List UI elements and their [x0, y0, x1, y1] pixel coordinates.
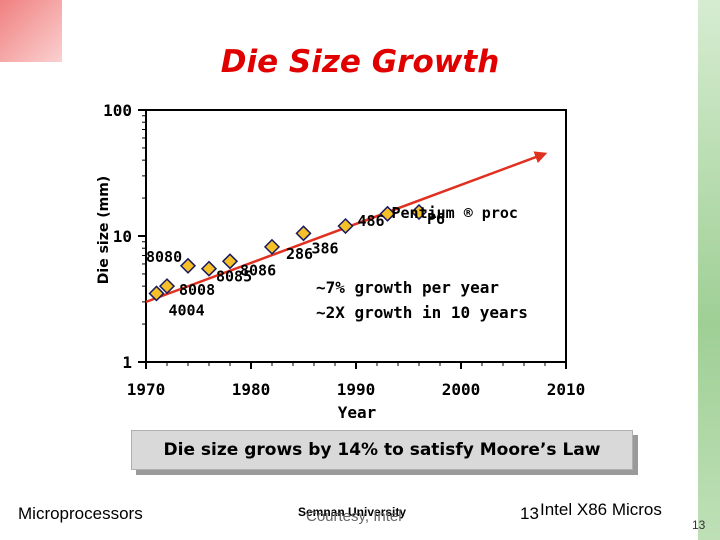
point-label: 386: [312, 239, 339, 257]
data-point: [379, 205, 396, 222]
x-tick-label: 1980: [232, 380, 271, 399]
page-number: 13: [692, 518, 706, 532]
y-tick-label: 100: [103, 101, 132, 120]
point-label: 8086: [240, 261, 276, 279]
point-label: 8085: [216, 268, 252, 286]
x-tick-label: 2000: [442, 380, 481, 399]
data-point: [263, 238, 281, 255]
y-axis-label: Die size (mm): [96, 176, 112, 284]
footer-topic: Intel X86 Micros: [540, 500, 662, 519]
annotation-doubling: ~2X growth in 10 years: [316, 303, 528, 322]
data-point: [295, 225, 312, 242]
annotation-growth-rate: ~7% growth per year: [316, 278, 499, 297]
point-label: P6: [427, 210, 445, 228]
x-tick-label: 2010: [547, 380, 586, 399]
slide-title: Die Size Growth: [220, 44, 500, 80]
data-point: [158, 278, 176, 295]
x-tick-label: 1970: [127, 380, 166, 399]
corner-decoration: [0, 0, 62, 62]
point-label: 8008: [179, 281, 215, 299]
point-label: 8080: [146, 248, 182, 266]
footer-slide-number: 13: [520, 504, 539, 523]
footer-university: Semnan University: [298, 505, 407, 519]
data-point: [179, 257, 197, 274]
chart-axes: [138, 109, 567, 369]
side-decoration-bar: [698, 0, 720, 540]
point-label: 286: [286, 245, 313, 263]
data-point: [221, 253, 239, 270]
footer-course: Microprocessors: [18, 504, 143, 523]
footer-courtesy: Courtesy, Intel: [306, 508, 402, 525]
chart-marks: [145, 151, 548, 304]
data-point: [200, 260, 218, 277]
tick-labels: 1 10 100 1970 1980 1990 2000 2010: [103, 101, 585, 399]
data-point: [337, 217, 354, 235]
x-tick-label: 1990: [337, 380, 376, 399]
point-label: Pentium ® proc: [392, 204, 518, 222]
y-tick-label: 1: [122, 353, 132, 372]
x-axis-label: Year: [338, 403, 377, 422]
data-point: [148, 285, 165, 302]
y-tick-label: 10: [113, 227, 132, 246]
point-label: 486: [358, 212, 385, 230]
data-point: [410, 203, 428, 221]
summary-text: Die size grows by 14% to satisfy Moore’s…: [163, 440, 601, 460]
point-label: 4004: [169, 301, 205, 319]
plot-frame: [145, 109, 567, 363]
summary-banner: Die size grows by 14% to satisfy Moore’s…: [131, 430, 633, 470]
